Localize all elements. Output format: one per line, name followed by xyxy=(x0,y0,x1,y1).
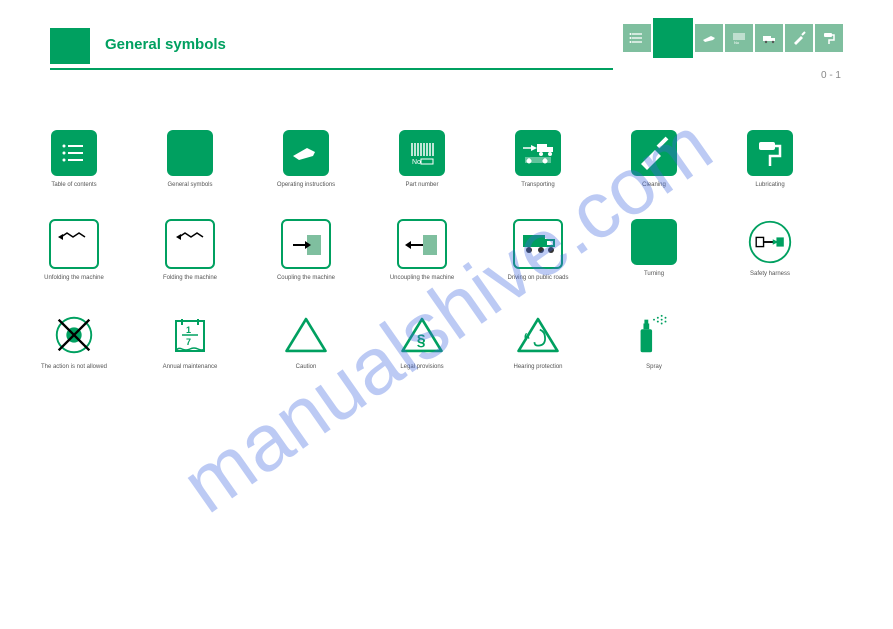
grid-row: Table of contents General symbols Operat… xyxy=(50,130,843,189)
icon-label: Table of contents xyxy=(24,182,124,189)
grid-cell: Spray xyxy=(630,312,678,371)
svg-text:7: 7 xyxy=(186,337,191,347)
solid-icon xyxy=(167,130,213,176)
icon-label: Hearing protection xyxy=(488,364,588,371)
nav-truck-icon[interactable] xyxy=(755,24,783,52)
ear-icon xyxy=(515,312,561,358)
grid-cell: Operating instructions xyxy=(282,130,330,189)
turning-icon xyxy=(631,219,677,265)
grid-cell: Caution xyxy=(282,312,330,371)
uncouple-icon xyxy=(397,219,447,269)
icon-label: Uncoupling the machine xyxy=(372,275,472,282)
header-rule xyxy=(50,68,613,70)
grid-cell: § Legal provisions xyxy=(398,312,446,371)
grid-cell: No Part number xyxy=(398,130,446,189)
couple-icon xyxy=(281,219,331,269)
grid-row: Unfolding the machine Folding the machin… xyxy=(50,219,843,282)
barcode-icon: No xyxy=(399,130,445,176)
icon-label: Legal provisions xyxy=(372,364,472,371)
icon-label: Unfolding the machine xyxy=(24,275,124,282)
grid-cell: Coupling the machine xyxy=(282,219,330,282)
icon-label: Driving on public roads xyxy=(488,275,588,282)
crossout-icon xyxy=(51,312,97,358)
grid-cell: Hearing protection xyxy=(514,312,562,371)
grid-cell: Safety harness xyxy=(746,219,794,282)
brush-icon xyxy=(631,130,677,176)
grid-cell: Turning xyxy=(630,219,678,282)
svg-text:1: 1 xyxy=(186,325,191,335)
nav-barcode-icon[interactable]: No xyxy=(725,24,753,52)
nav-list-icon[interactable] xyxy=(623,24,651,52)
nav-brush-icon[interactable] xyxy=(785,24,813,52)
icon-label: The action is not allowed xyxy=(24,364,124,371)
icon-label: Coupling the machine xyxy=(256,275,356,282)
roller-icon xyxy=(747,130,793,176)
icon-grid: Table of contents General symbols Operat… xyxy=(50,130,843,402)
icon-label: Caution xyxy=(256,364,356,371)
icon-label: Annual maintenance xyxy=(140,364,240,371)
grid-cell: Uncoupling the machine xyxy=(398,219,446,282)
grid-cell: Table of contents xyxy=(50,130,98,189)
grid-cell: Driving on public roads xyxy=(514,219,562,282)
fold-icon xyxy=(165,219,215,269)
nav-hand-icon[interactable] xyxy=(695,24,723,52)
header-accent-block xyxy=(50,28,90,64)
icon-label: Operating instructions xyxy=(256,182,356,189)
nav-roller-icon[interactable] xyxy=(815,24,843,52)
grid-cell: 17 Annual maintenance xyxy=(166,312,214,371)
icon-label: Transporting xyxy=(488,182,588,189)
nav-icon-row: No xyxy=(623,24,843,58)
grid-cell: Folding the machine xyxy=(166,219,214,282)
unfold-icon xyxy=(49,219,99,269)
icon-label: Spray xyxy=(604,364,704,371)
svg-text:§: § xyxy=(417,333,426,350)
icon-label: Folding the machine xyxy=(140,275,240,282)
icon-label: Safety harness xyxy=(720,271,820,278)
page-title: General symbols xyxy=(105,36,226,53)
grid-cell: Unfolding the machine xyxy=(50,219,98,282)
icon-label: Turning xyxy=(604,271,704,278)
grid-cell: Transporting xyxy=(514,130,562,189)
calendar-icon: 17 xyxy=(167,312,213,358)
icon-label: Cleaning xyxy=(604,182,704,189)
list-icon xyxy=(51,130,97,176)
grid-cell: The action is not allowed xyxy=(50,312,98,371)
svg-text:No: No xyxy=(734,40,740,45)
icon-label: Part number xyxy=(372,182,472,189)
page-number: 0 - 1 xyxy=(821,70,841,81)
nav-general-icon[interactable] xyxy=(653,18,693,58)
svg-text:No: No xyxy=(412,159,421,166)
icon-label: Lubricating xyxy=(720,182,820,189)
hand-icon xyxy=(283,130,329,176)
icon-label: General symbols xyxy=(140,182,240,189)
law-icon: § xyxy=(399,312,445,358)
grid-cell: Cleaning xyxy=(630,130,678,189)
triangle-icon xyxy=(283,312,329,358)
grid-cell: Lubricating xyxy=(746,130,794,189)
roadtruck-icon xyxy=(513,219,563,269)
delivery-icon xyxy=(515,130,561,176)
grid-row: The action is not allowed 17 Annual main… xyxy=(50,312,843,371)
spray-icon xyxy=(631,312,677,358)
grid-cell: General symbols xyxy=(166,130,214,189)
harness-icon xyxy=(747,219,793,265)
